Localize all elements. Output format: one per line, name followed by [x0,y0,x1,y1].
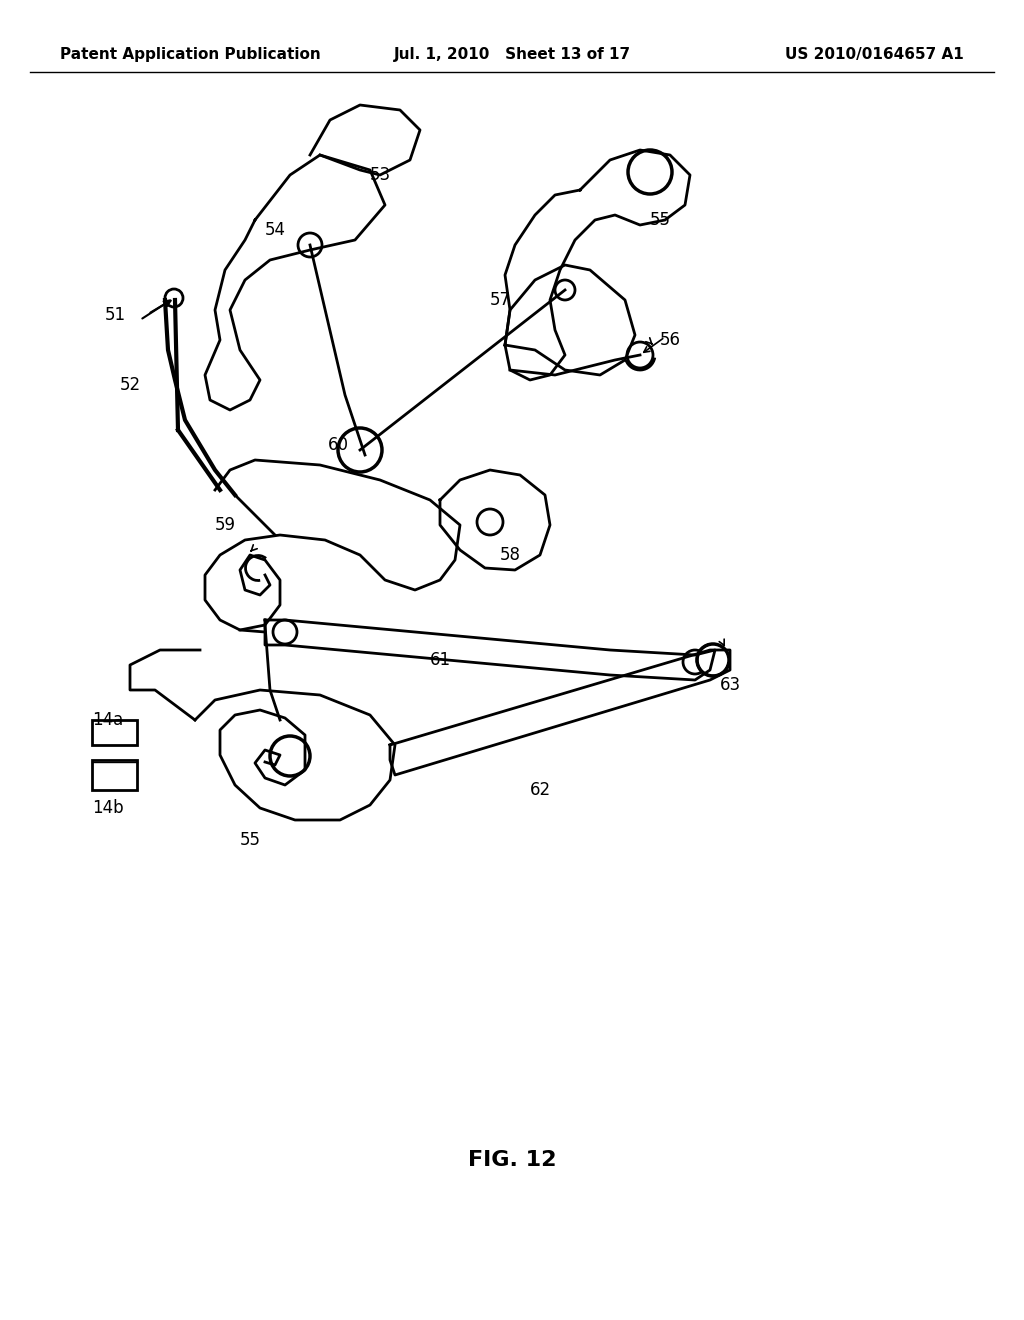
Text: 14a: 14a [92,711,123,729]
Text: Jul. 1, 2010   Sheet 13 of 17: Jul. 1, 2010 Sheet 13 of 17 [393,48,631,62]
Text: 58: 58 [500,546,521,564]
Text: US 2010/0164657 A1: US 2010/0164657 A1 [785,48,964,62]
Text: 55: 55 [650,211,671,228]
Text: 14b: 14b [92,799,124,817]
Text: 62: 62 [530,781,551,799]
Bar [92,719,137,744]
Text: 56: 56 [660,331,681,348]
Circle shape [273,620,297,644]
Circle shape [627,342,653,368]
Text: 52: 52 [120,376,141,393]
Circle shape [298,234,322,257]
Circle shape [697,644,729,676]
Text: 60: 60 [328,436,349,454]
Circle shape [683,649,707,675]
Text: 51: 51 [105,306,126,323]
Text: 53: 53 [370,166,391,183]
Circle shape [555,280,575,300]
Text: 63: 63 [720,676,741,694]
Text: 55: 55 [240,832,261,849]
Text: 54: 54 [265,220,286,239]
Text: Patent Application Publication: Patent Application Publication [60,48,321,62]
Text: 57: 57 [490,290,511,309]
Circle shape [628,150,672,194]
Text: 59: 59 [215,516,236,535]
Text: 61: 61 [430,651,452,669]
Circle shape [477,510,503,535]
Circle shape [165,289,183,308]
Bar [92,760,137,789]
Circle shape [270,737,310,776]
Text: FIG. 12: FIG. 12 [468,1150,556,1170]
Circle shape [338,428,382,473]
